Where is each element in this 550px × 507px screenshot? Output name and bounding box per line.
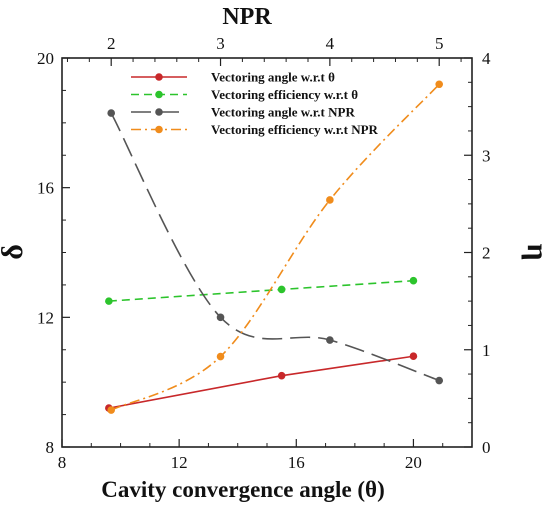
series-point xyxy=(435,376,444,385)
legend-label: Vectoring angle w.r.t NPR xyxy=(211,105,355,120)
series-point xyxy=(277,371,286,380)
right-axis-title: η xyxy=(521,243,550,260)
top-tick-label: 4 xyxy=(326,34,335,53)
series-point xyxy=(277,285,286,294)
right-tick-label: 2 xyxy=(482,244,491,263)
left-tick-label: 20 xyxy=(37,49,54,68)
left-tick-label: 12 xyxy=(37,308,54,327)
right-tick-label: 3 xyxy=(482,146,491,165)
series-point xyxy=(216,313,225,322)
series-3 xyxy=(107,109,444,385)
top-tick-label: 3 xyxy=(216,34,225,53)
right-tick-label: 0 xyxy=(482,438,491,457)
bottom-tick-label: 20 xyxy=(405,453,422,472)
series-2 xyxy=(105,276,418,305)
legend-item: Vectoring angle w.r.t θ xyxy=(131,70,335,85)
right-tick-label: 4 xyxy=(482,49,491,68)
series-line xyxy=(108,355,414,409)
series-point xyxy=(435,80,444,89)
legend-label: Vectoring efficiency w.r.t θ xyxy=(211,87,358,102)
left-axis-title: δ xyxy=(0,244,29,260)
legend-item: Vectoring angle w.r.t NPR xyxy=(131,105,355,120)
series-point xyxy=(326,336,334,344)
series-layer xyxy=(105,80,444,414)
legend-swatch-marker xyxy=(155,125,163,134)
right-tick-label: 1 xyxy=(482,341,491,360)
legend-swatch-marker xyxy=(155,73,163,81)
bottom-tick-label: 12 xyxy=(171,453,188,472)
bottom-tick-label: 16 xyxy=(288,453,305,472)
series-point xyxy=(216,352,225,361)
legend-label: Vectoring angle w.r.t θ xyxy=(211,70,335,85)
left-tick-label: 16 xyxy=(37,179,54,198)
series-1 xyxy=(105,352,418,412)
legend-label: Vectoring efficiency w.r.t NPR xyxy=(211,122,379,137)
series-point xyxy=(326,196,334,204)
bottom-tick-label: 8 xyxy=(58,453,67,472)
series-point xyxy=(105,297,113,305)
legend-swatch-marker xyxy=(155,90,163,99)
legend-swatch-marker xyxy=(155,108,163,116)
series-4 xyxy=(107,80,444,414)
series-line xyxy=(110,83,440,411)
series-point xyxy=(409,352,418,361)
top-tick-label: 5 xyxy=(435,34,444,53)
series-line xyxy=(110,112,440,382)
legend-item: Vectoring efficiency w.r.t NPR xyxy=(131,122,379,137)
series-point xyxy=(107,406,115,414)
legend: Vectoring angle w.r.t θ Vectoring efficie… xyxy=(131,70,379,137)
top-axis-title: NPR xyxy=(222,4,272,30)
legend-item: Vectoring efficiency w.r.t θ xyxy=(131,87,358,102)
series-point xyxy=(107,109,115,117)
top-tick-label: 2 xyxy=(107,34,116,53)
series-point xyxy=(409,276,418,285)
series-line xyxy=(108,279,414,302)
bottom-axis-title: Cavity convergence angle (θ) xyxy=(101,477,384,502)
left-tick-label: 8 xyxy=(46,438,55,457)
